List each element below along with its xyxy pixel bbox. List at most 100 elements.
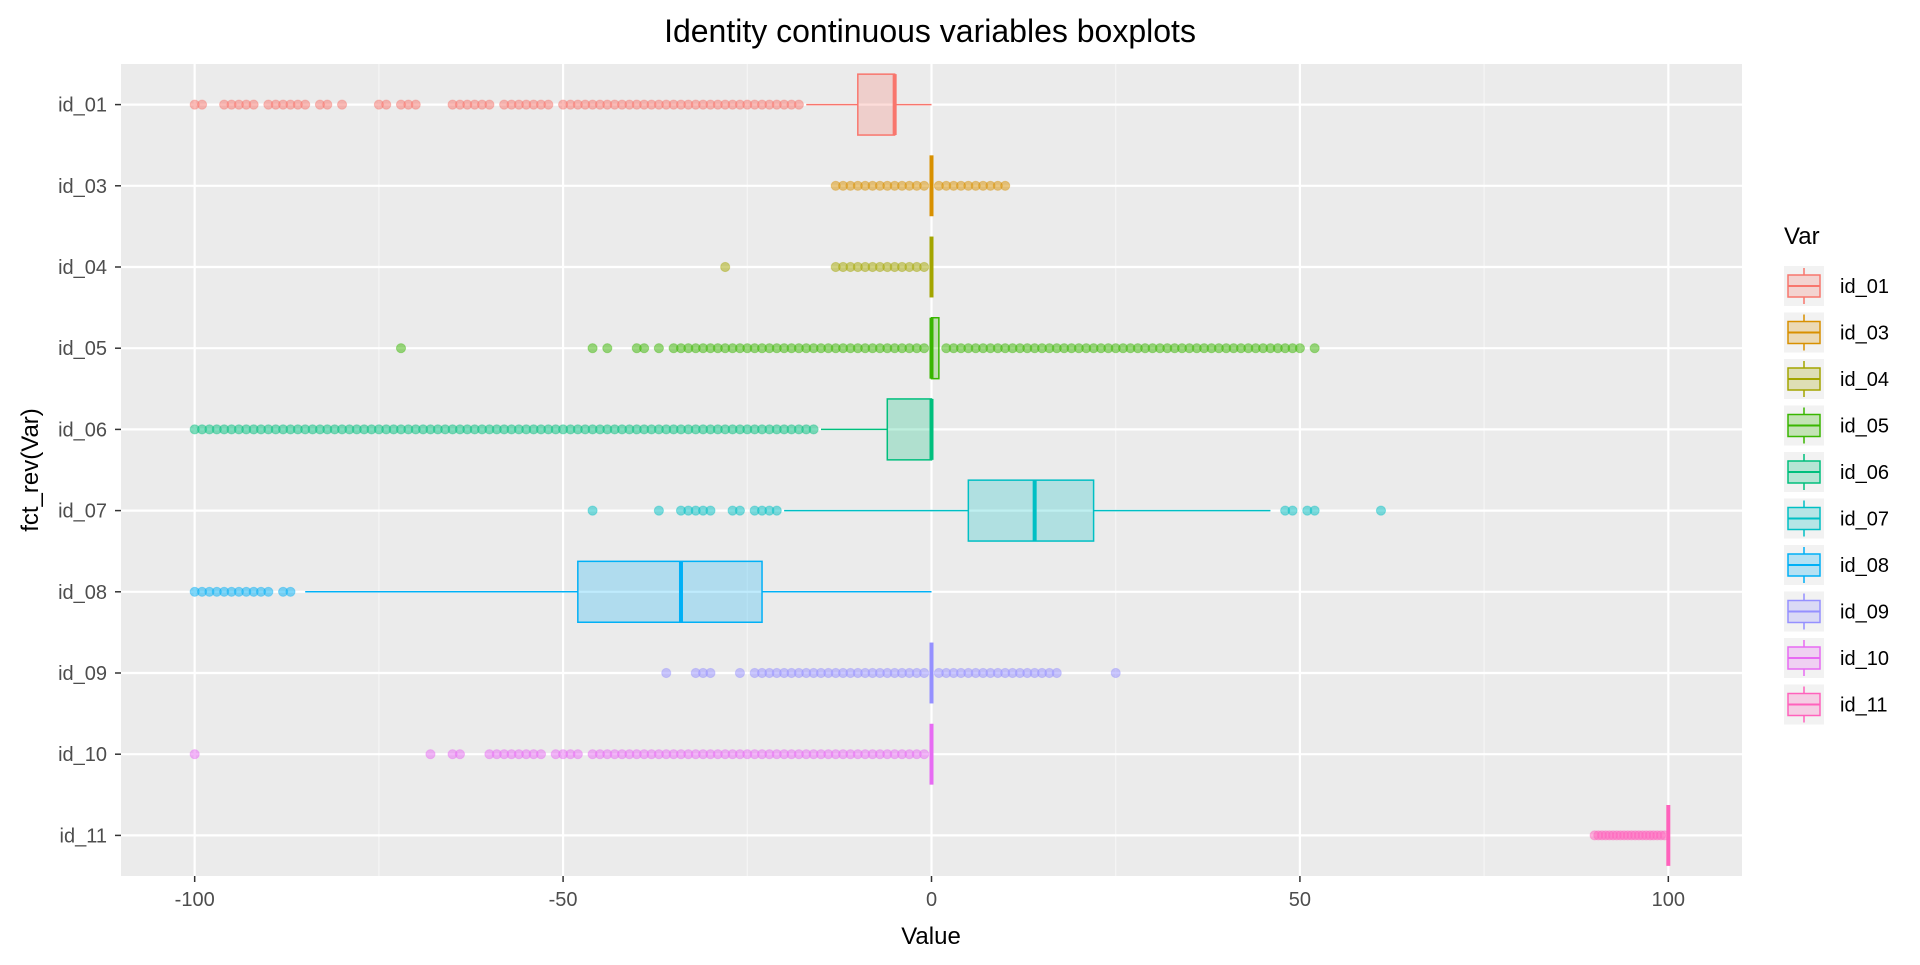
outlier-point (484, 99, 495, 110)
legend-key-id_06: id_06 (1784, 452, 1889, 492)
legend: Var id_01 id_03 id_04 id_05 id_06 id_07 id_08i… (1784, 223, 1889, 725)
x-tick-label: 100 (1652, 889, 1685, 911)
outlier-point (410, 99, 421, 110)
legend-label: id_06 (1840, 462, 1889, 484)
series-id_03 (830, 155, 1011, 217)
y-tick-label: id_05 (58, 338, 107, 360)
y-tick-label: id_11 (60, 825, 107, 847)
y-tick-label: id_03 (58, 176, 107, 198)
outlier-point (919, 180, 930, 191)
legend-key-id_08: id_08 (1784, 545, 1889, 585)
y-tick-label: id_04 (58, 257, 107, 279)
x-axis-label: Value (901, 923, 961, 950)
outlier-point (587, 505, 598, 516)
legend-label: id_04 (1840, 369, 1889, 391)
box (886, 398, 933, 461)
legend-label: id_09 (1840, 602, 1889, 624)
legend-title: Var (1784, 223, 1820, 250)
outlier-point (1659, 830, 1670, 841)
outlier-point (734, 505, 746, 516)
legend-label: id_11 (1840, 695, 1887, 717)
outlier-point (919, 343, 930, 354)
outlier-point (196, 99, 208, 110)
outlier-point (543, 99, 554, 110)
legend-key-id_11: id_11 (1784, 684, 1887, 725)
series-layer (189, 73, 1671, 866)
x-tick-label: 0 (926, 889, 937, 911)
outlier-point (1051, 667, 1062, 679)
outlier-point (919, 749, 930, 760)
legend-label: id_05 (1840, 416, 1889, 438)
outlier-point (425, 749, 436, 760)
series-id_10 (189, 723, 934, 785)
series-id_05 (395, 317, 1320, 380)
y-tick-label: id_10 (58, 744, 107, 766)
legend-key-id_04: id_04 (1784, 359, 1889, 399)
legend-label: id_07 (1840, 509, 1889, 531)
x-tick-label: -100 (175, 889, 215, 911)
outlier-point (1375, 505, 1387, 516)
outlier-point (653, 505, 664, 516)
outlier-point (587, 343, 598, 354)
series-id_11 (1589, 804, 1671, 866)
outlier-point (285, 586, 296, 597)
outlier-point (793, 99, 804, 110)
outlier-point (919, 667, 930, 679)
x-tick-label: -50 (549, 889, 578, 911)
outlier-point (639, 343, 650, 354)
outlier-point (1110, 667, 1121, 679)
legend-label: id_08 (1840, 555, 1889, 577)
outlier-point (300, 99, 311, 110)
outlier-point (653, 343, 664, 354)
legend-label: id_03 (1840, 323, 1889, 345)
box (857, 73, 896, 136)
y-tick-label: id_09 (58, 663, 107, 685)
legend-key-id_01: id_01 (1784, 266, 1889, 306)
outlier-point (1287, 505, 1298, 516)
y-tick-label: id_01 (58, 95, 107, 117)
outlier-point (771, 505, 782, 516)
outlier-point (454, 749, 466, 760)
outlier-point (1294, 343, 1306, 354)
series-id_01 (189, 73, 932, 136)
y-tick-label: id_08 (58, 582, 107, 604)
y-tick-label: id_07 (58, 501, 107, 523)
y-tick-label: id_06 (58, 419, 107, 441)
outlier-point (720, 261, 731, 273)
outlier-point (1000, 180, 1011, 191)
series-id_08 (189, 560, 932, 623)
box (967, 479, 1095, 542)
outlier-point (248, 99, 259, 110)
chart-title: Identity continuous variables boxplots (664, 13, 1196, 49)
y-axis: id_01 id_03 id_04 id_05 id_06 id_07 id_08 id_09… (58, 95, 121, 847)
outlier-point (535, 749, 547, 760)
outlier-point (705, 667, 716, 679)
legend-key-id_10: id_10 (1784, 638, 1889, 678)
outlier-point (322, 99, 333, 110)
outlier-point (572, 749, 583, 760)
outlier-point (734, 667, 746, 679)
outlier-point (919, 261, 930, 273)
x-axis: -100 -50 0 50 100 (175, 876, 1685, 911)
legend-label: id_01 (1840, 276, 1889, 298)
outlier-point (602, 343, 613, 354)
outlier-point (808, 424, 819, 435)
legend-key-id_05: id_05 (1784, 405, 1889, 446)
outlier-point (189, 749, 200, 760)
y-axis-label: fct_rev(Var) (17, 408, 44, 532)
series-id_06 (189, 398, 934, 461)
box (577, 560, 763, 623)
series-id_07 (587, 479, 1387, 542)
legend-key-id_03: id_03 (1784, 312, 1889, 353)
series-id_09 (661, 642, 1121, 704)
legend-label: id_10 (1840, 648, 1889, 670)
x-tick-label: 50 (1289, 889, 1311, 911)
series-id_04 (720, 236, 934, 298)
outlier-point (263, 586, 274, 597)
legend-key-id_09: id_09 (1784, 591, 1889, 632)
outlier-point (381, 99, 392, 110)
outlier-point (705, 505, 716, 516)
outlier-point (1309, 505, 1320, 516)
